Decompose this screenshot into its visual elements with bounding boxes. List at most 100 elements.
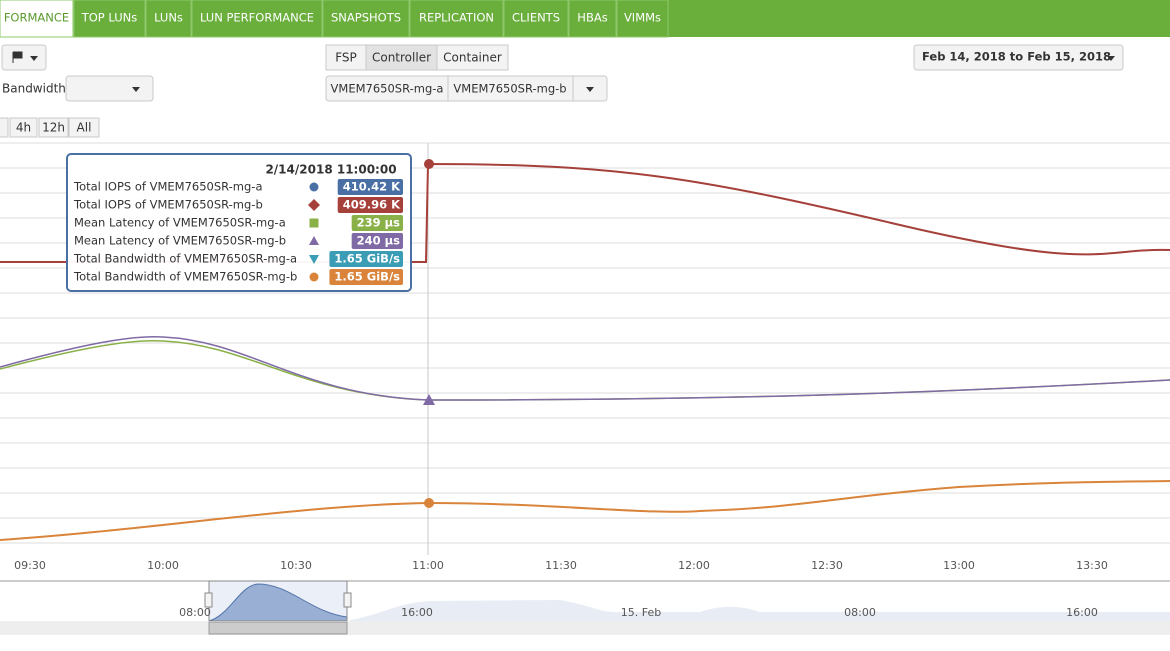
caret (30, 56, 38, 61)
view-button[interactable] (325, 44, 367, 71)
value-badge (329, 251, 403, 267)
point-marker (424, 159, 434, 169)
caret (586, 87, 594, 92)
tooltip-symbol (309, 255, 319, 264)
x-tick-label: 11:00 (412, 559, 444, 572)
tooltip-label: Total IOPS of VMEM7650SR-mg-a (73, 180, 263, 194)
navigator-tick-label: 16:00 (1066, 606, 1098, 619)
navigator-handle[interactable] (204, 592, 213, 608)
tooltip-symbol (309, 218, 319, 228)
point-marker (424, 498, 434, 508)
tab-label: HBAs (577, 11, 607, 25)
zoom-label: 12h (42, 121, 65, 135)
zoom-label: 4h (16, 121, 31, 135)
zoom-button[interactable] (9, 117, 38, 138)
tooltip-value: 1.65 GiB/s (334, 252, 400, 266)
caret (132, 87, 140, 92)
flag-button[interactable] (1, 44, 47, 71)
tooltip-label: Total IOPS of VMEM7650SR-mg-b (73, 198, 263, 212)
x-tick-label: 12:00 (678, 559, 710, 572)
navigator-tick-label: 15. Feb (621, 606, 661, 619)
point-marker (423, 394, 435, 405)
tab[interactable] (409, 0, 504, 38)
controller-select[interactable] (325, 75, 608, 102)
tooltip-title: 2/14/2018 11:00:00 (265, 163, 396, 177)
tooltip-value: 240 µs (357, 234, 400, 248)
view-button-label: Container (443, 51, 502, 65)
x-tick-label: 11:30 (545, 559, 577, 572)
zoom-label: All (77, 121, 92, 135)
x-tick-label: 10:00 (147, 559, 179, 572)
value-badge (329, 269, 403, 285)
view-button-label: Controller (372, 51, 431, 65)
tooltip-label: Mean Latency of VMEM7650SR-mg-a (74, 216, 286, 230)
x-tick-label: 09:30 (14, 559, 46, 572)
controller-label: VMEM7650SR-mg-b (453, 82, 566, 96)
tab-label: SNAPSHOTS (331, 11, 401, 25)
x-tick-label: 12:30 (811, 559, 843, 572)
x-tick-label: 13:00 (943, 559, 975, 572)
series-line (0, 339, 1170, 401)
tooltip-label: Total Bandwidth of VMEM7650SR-mg-b (73, 270, 297, 284)
view-button-label: FSP (335, 51, 357, 65)
navigator-tick-label: 08:00 (179, 606, 211, 619)
tooltip-value: 410.42 K (343, 180, 401, 194)
tooltip-symbol (309, 272, 319, 282)
navigator-selection-area (208, 583, 348, 622)
value-badge (337, 197, 403, 213)
tab-label: VIMMs (624, 11, 661, 25)
value-badge (351, 215, 403, 231)
tab[interactable] (0, 0, 74, 38)
view-button[interactable] (436, 44, 509, 71)
tab-label: LUN PERFORMANCE (200, 11, 314, 25)
tab-label: TOP LUNs (81, 11, 138, 25)
tooltip-value: 1.65 GiB/s (334, 270, 400, 284)
tab[interactable] (191, 0, 323, 38)
tab-label: LUNs (154, 11, 183, 25)
dropdown[interactable] (65, 75, 154, 102)
x-tick-label: 13:30 (1076, 559, 1108, 572)
series-line (0, 480, 1170, 541)
controller-label: VMEM7650SR-mg-a (331, 82, 444, 96)
tab[interactable] (568, 0, 617, 38)
tab[interactable] (616, 0, 669, 38)
tooltip-value: 239 µs (357, 216, 400, 230)
navigator-handle[interactable] (343, 592, 352, 608)
tab[interactable] (503, 0, 569, 38)
tooltip-symbol (309, 182, 319, 192)
navigator-window[interactable] (208, 580, 348, 622)
tooltip-symbol (309, 236, 319, 245)
date-dropdown[interactable] (913, 44, 1124, 71)
value-badge (337, 179, 403, 195)
tab-label: FORMANCE (4, 11, 69, 25)
tab-label: CLIENTS (512, 11, 560, 25)
flag-icon (12, 51, 23, 63)
tooltip-label: Mean Latency of VMEM7650SR-mg-b (74, 234, 286, 248)
tooltip-label: Total Bandwidth of VMEM7650SR-mg-a (73, 252, 297, 266)
caret (1107, 56, 1115, 61)
value-badge (351, 233, 403, 249)
x-tick-label: 10:30 (280, 559, 312, 572)
metric-label: Bandwidth (2, 82, 66, 96)
tab[interactable] (73, 0, 146, 38)
tab-label: REPLICATION (419, 11, 494, 25)
series-line (0, 336, 1170, 401)
navigator-tick-label: 08:00 (844, 606, 876, 619)
navigator-tick-label: 16:00 (401, 606, 433, 619)
view-button[interactable] (365, 44, 438, 71)
zoom-button[interactable] (0, 117, 9, 138)
date-range: Feb 14, 2018 to Feb 15, 2018 (922, 50, 1111, 64)
tooltip-symbol (308, 199, 320, 211)
zoom-button[interactable] (38, 117, 69, 138)
navigator-area (350, 600, 1170, 621)
zoom-button[interactable] (68, 117, 100, 138)
tooltip-box (66, 153, 412, 292)
tab[interactable] (145, 0, 192, 38)
scrollbar-thumb[interactable] (208, 621, 348, 635)
scrollbar-track (0, 621, 1170, 635)
series-line (0, 162, 1170, 263)
tab[interactable] (322, 0, 410, 38)
tooltip-value: 409.96 K (343, 198, 401, 212)
